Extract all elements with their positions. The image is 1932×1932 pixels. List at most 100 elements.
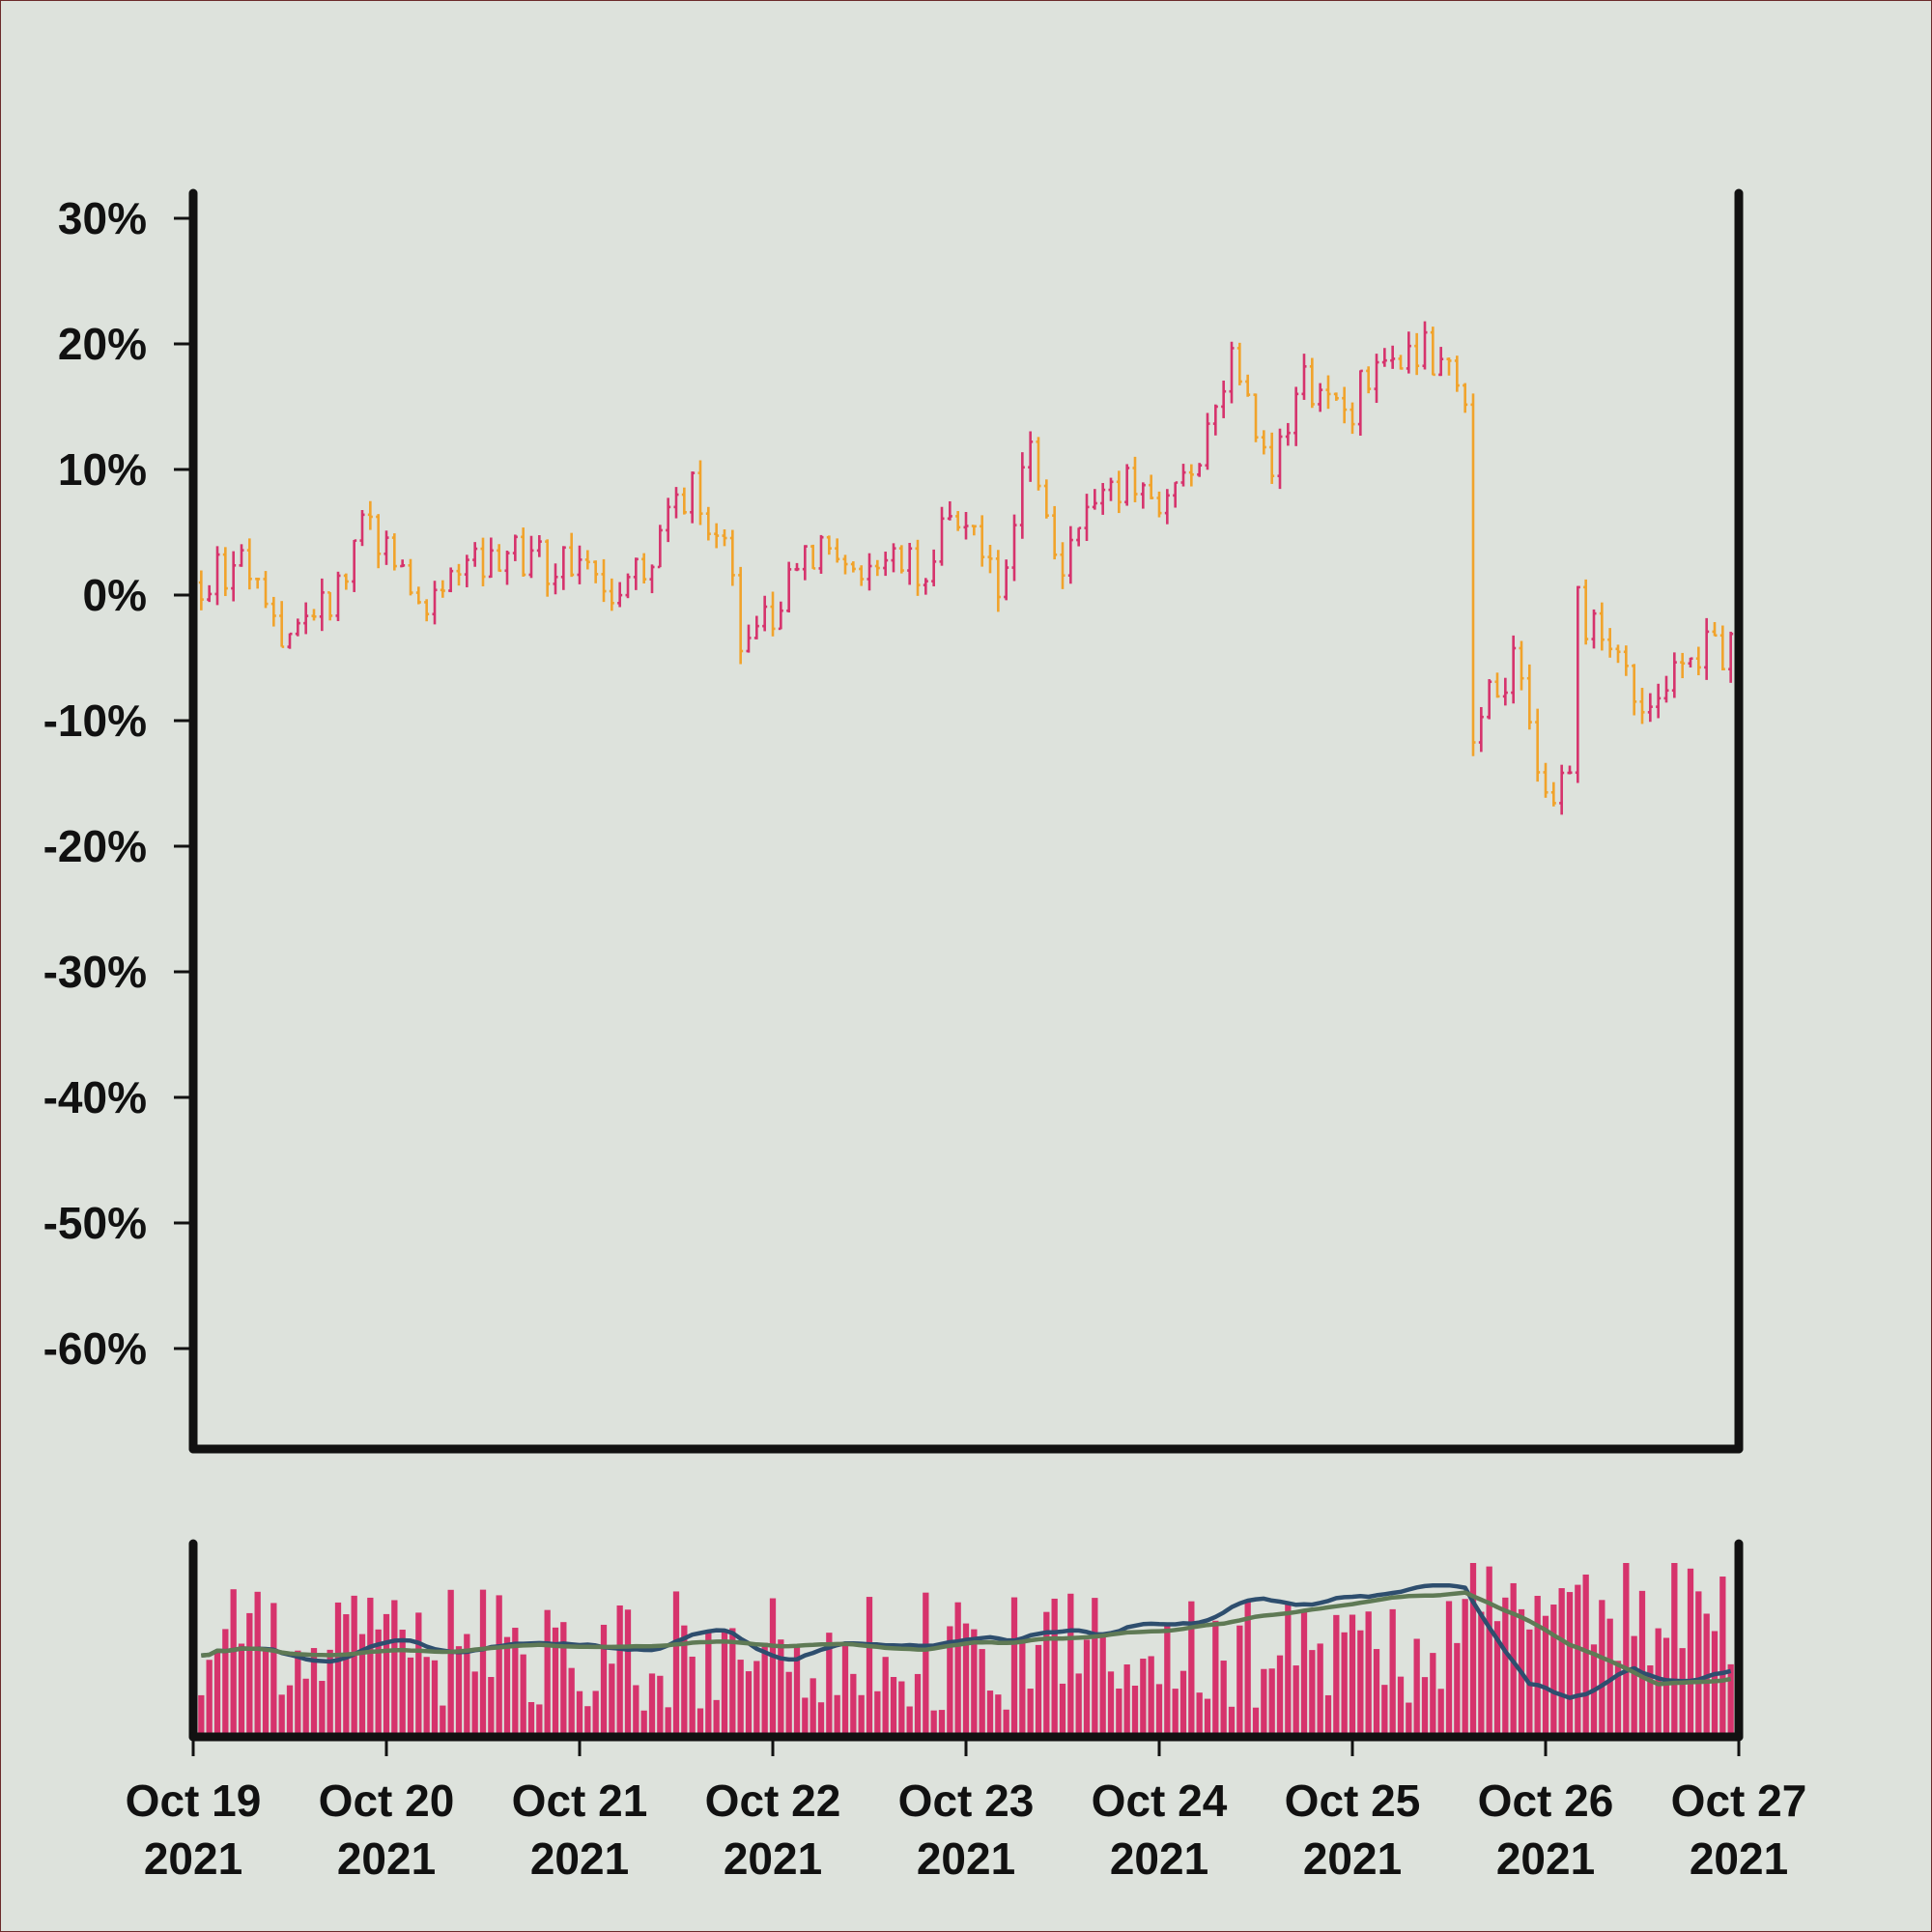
volume-bar <box>238 1643 245 1737</box>
ohlc-bar <box>1639 688 1645 724</box>
volume-bar <box>986 1690 994 1737</box>
volume-bar <box>1043 1611 1050 1737</box>
ohlc-bar <box>1173 481 1179 508</box>
volume-bar <box>407 1657 414 1737</box>
ohlc-bar <box>835 538 840 563</box>
volume-bar <box>1092 1598 1098 1737</box>
ohlc-bar <box>391 533 397 571</box>
ohlc-bar <box>1076 526 1082 547</box>
ohlc-bar <box>319 578 325 632</box>
ohlc-bar <box>705 506 711 541</box>
ohlc-bar <box>1140 482 1146 509</box>
ohlc-bar <box>521 527 526 577</box>
volume-bar <box>858 1694 865 1737</box>
x-tick-label: 2021 <box>1496 1833 1595 1884</box>
ohlc-bar <box>1543 762 1548 798</box>
ohlc-bar <box>842 554 848 575</box>
ohlc-bar <box>1615 644 1621 664</box>
volume-bar <box>295 1650 301 1737</box>
volume-bar <box>1236 1625 1243 1737</box>
x-tick-label: Oct 27 <box>1671 1776 1807 1826</box>
volume-bar <box>1164 1626 1171 1737</box>
ohlc-bar <box>593 560 599 583</box>
volume-bar <box>834 1694 840 1737</box>
ohlc-bar <box>1164 489 1170 525</box>
ohlc-bar <box>1301 354 1307 400</box>
ohlc-bar <box>641 553 647 584</box>
ohlc-bar <box>987 545 993 574</box>
volume-bar <box>866 1597 873 1737</box>
volume-bar <box>1373 1649 1380 1737</box>
volume-bar <box>1131 1685 1139 1737</box>
ohlc-bar <box>1212 404 1218 436</box>
ohlc-bar <box>690 471 696 524</box>
ohlc-bar <box>1688 657 1693 668</box>
ohlc-bar <box>464 554 469 587</box>
volume-bar <box>640 1710 647 1737</box>
volume-bar <box>930 1710 937 1737</box>
ohlc-bar <box>898 545 904 574</box>
ohlc-bar <box>263 571 269 609</box>
volume-bar <box>1179 1670 1187 1737</box>
volume-bar <box>206 1660 213 1737</box>
y-tick-label: 10% <box>58 444 147 495</box>
ohlc-bar <box>488 537 494 579</box>
ohlc-bar <box>1550 781 1556 807</box>
ohlc-bar <box>1028 431 1034 482</box>
ohlc-bar <box>770 591 776 637</box>
volume-bar <box>1075 1673 1082 1737</box>
volume-bar <box>624 1609 632 1737</box>
ohlc-bar <box>907 542 913 585</box>
ohlc-bar <box>1197 463 1203 477</box>
ohlc-bar <box>1156 491 1162 518</box>
ohlc-bar <box>633 557 639 590</box>
volume-bar <box>286 1685 294 1737</box>
volume-bar <box>841 1643 849 1737</box>
ohlc-bar <box>246 538 252 590</box>
volume-bar <box>1406 1702 1412 1737</box>
y-tick-label: -10% <box>43 696 147 746</box>
ohlc-bar <box>528 535 534 579</box>
volume-bar <box>761 1642 768 1737</box>
ohlc-bar <box>673 487 679 519</box>
volume-bar <box>954 1602 961 1737</box>
volume-bar <box>1478 1611 1485 1737</box>
ohlc-bar <box>239 544 244 567</box>
ohlc-bar <box>1309 357 1315 409</box>
volume-bar <box>1051 1598 1058 1737</box>
volume-bar <box>995 1694 1002 1737</box>
volume-bar <box>810 1678 816 1737</box>
volume-bar <box>1534 1596 1541 1737</box>
ohlc-bar <box>1221 381 1227 418</box>
volume-bar <box>1566 1592 1574 1737</box>
axes: 30% 20% 10% 0% -10% -20% -30% -40% -50% -60% Oct 1… <box>43 188 1807 1884</box>
ohlc-bar <box>1647 693 1653 723</box>
ohlc-bar <box>625 573 631 599</box>
volume-bar <box>592 1690 599 1737</box>
ohlc-bar <box>891 543 896 573</box>
volume-bar <box>793 1644 801 1737</box>
volume-bar <box>1430 1653 1436 1737</box>
volume-bar <box>1300 1611 1308 1737</box>
volume-bar <box>1381 1685 1388 1737</box>
volume-bar <box>1276 1655 1284 1737</box>
volume-bar <box>1341 1632 1348 1737</box>
volume-bar <box>1502 1597 1509 1737</box>
ohlc-bar <box>327 591 333 621</box>
ohlc-bar <box>287 632 293 649</box>
ohlc-bar <box>198 570 204 611</box>
volume-bar <box>826 1633 833 1737</box>
ohlc-bar <box>762 595 768 632</box>
volume-bar <box>979 1649 985 1737</box>
volume-bar <box>1542 1615 1549 1737</box>
volume-bar <box>310 1648 318 1737</box>
volume-bar <box>527 1702 535 1737</box>
ohlc-bar <box>939 506 945 566</box>
volume-bar <box>568 1667 575 1737</box>
volume-bar <box>1019 1636 1026 1737</box>
volume-bar <box>1631 1635 1637 1737</box>
ohlc-bar <box>947 500 952 521</box>
volume-bar <box>1349 1614 1356 1737</box>
volume-bar <box>230 1589 237 1737</box>
